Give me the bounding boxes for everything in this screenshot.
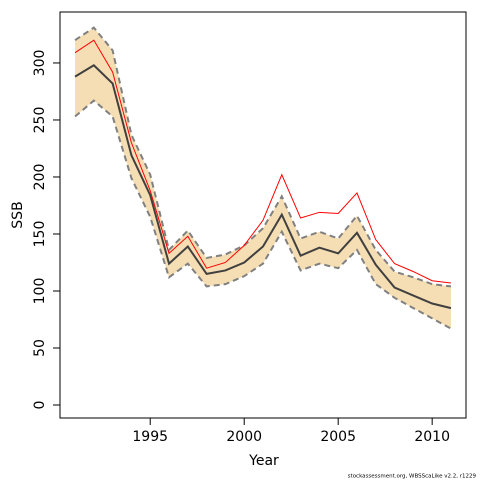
x-axis-label: Year — [248, 453, 279, 469]
y-tick-label: 200 — [32, 164, 48, 191]
series-line — [74, 63, 452, 310]
y-tick-label: 100 — [32, 278, 48, 305]
y-tick-label: 300 — [32, 50, 48, 77]
y-tick-label: 0 — [32, 401, 48, 410]
x-tick-label: 2010 — [414, 429, 450, 445]
plot-frame — [59, 11, 467, 419]
y-tick-label: 50 — [32, 339, 48, 357]
x-tick-label: 2005 — [320, 429, 356, 445]
band-edge — [74, 99, 452, 330]
footer: stockassessment.org, WBSScaLike v2.2, r1… — [348, 474, 477, 480]
series-line — [74, 39, 452, 284]
x-tick-label: 1995 — [132, 429, 168, 445]
y-axis-label: SSB — [10, 201, 26, 228]
y-tick-label: 150 — [32, 221, 48, 248]
band-edge — [74, 26, 452, 288]
y-tick-label: 250 — [32, 107, 48, 134]
x-tick-label: 2000 — [226, 429, 262, 445]
